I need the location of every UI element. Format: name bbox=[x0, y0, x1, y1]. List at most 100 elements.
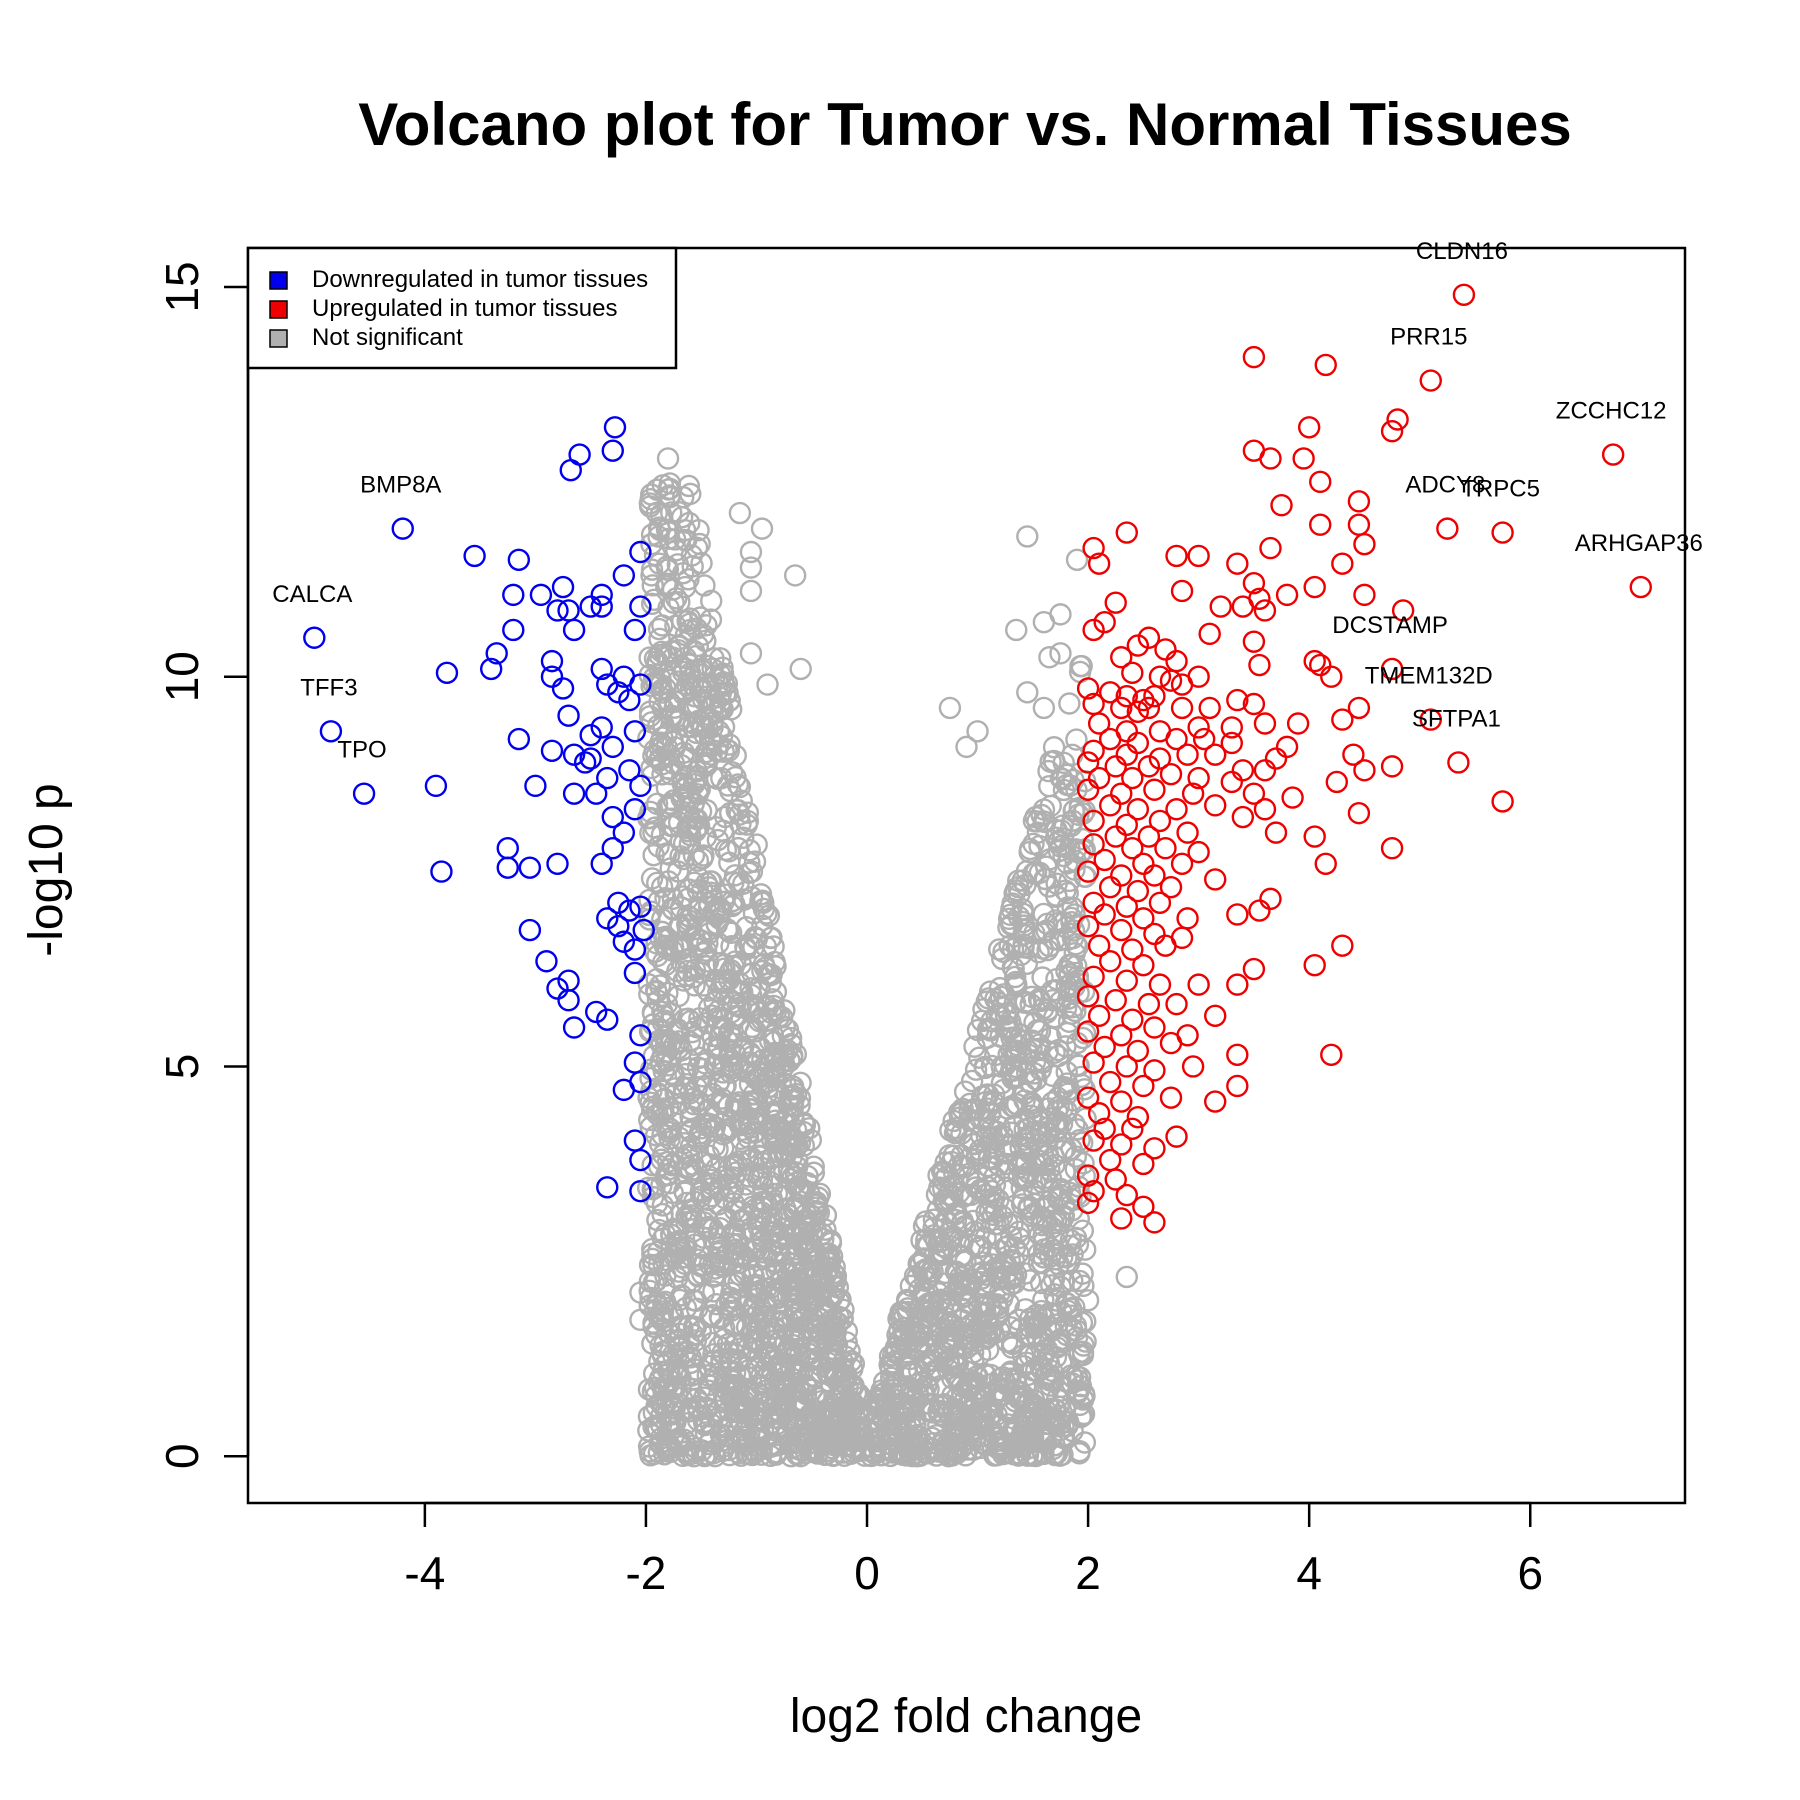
point-not-significant bbox=[962, 1403, 985, 1427]
point-not-significant bbox=[918, 1364, 942, 1387]
point-upregulated bbox=[1391, 599, 1415, 622]
point-not-significant bbox=[984, 1389, 1007, 1412]
point-upregulated bbox=[1165, 798, 1188, 821]
point-not-significant bbox=[679, 1204, 703, 1227]
point-not-significant bbox=[662, 591, 685, 614]
point-not-significant bbox=[708, 1069, 731, 1093]
y-tick-label: 15 bbox=[156, 261, 208, 312]
point-upregulated bbox=[1159, 1031, 1183, 1055]
point-upregulated bbox=[1110, 782, 1133, 805]
point-not-significant bbox=[803, 1193, 827, 1216]
point-not-significant bbox=[1067, 803, 1090, 826]
point-not-significant bbox=[700, 589, 723, 613]
point-not-significant bbox=[1058, 869, 1081, 893]
point-upregulated bbox=[1126, 634, 1150, 657]
point-not-significant bbox=[817, 1242, 841, 1265]
point-not-significant bbox=[1051, 827, 1075, 850]
point-not-significant bbox=[822, 1324, 845, 1348]
point-not-significant bbox=[728, 501, 752, 525]
point-not-significant bbox=[665, 1358, 689, 1381]
point-downregulated bbox=[612, 564, 636, 587]
point-upregulated bbox=[1165, 992, 1188, 1016]
point-upregulated bbox=[1342, 743, 1365, 766]
point-not-significant bbox=[650, 920, 674, 944]
point-not-significant bbox=[683, 807, 706, 830]
point-not-significant bbox=[944, 1260, 968, 1283]
point-not-significant bbox=[673, 657, 696, 681]
point-upregulated bbox=[1143, 685, 1166, 708]
point-not-significant bbox=[641, 1247, 664, 1271]
point-upregulated bbox=[1309, 653, 1332, 677]
point-not-significant bbox=[966, 1417, 989, 1441]
point-not-significant bbox=[739, 540, 763, 564]
point-upregulated bbox=[1380, 837, 1404, 860]
point-not-significant bbox=[1054, 879, 1077, 902]
point-downregulated bbox=[540, 649, 564, 673]
point-downregulated bbox=[629, 774, 652, 798]
gene-label: BMP8A bbox=[360, 472, 441, 499]
point-not-significant bbox=[673, 518, 697, 542]
point-not-significant bbox=[1063, 798, 1086, 822]
point-downregulated bbox=[562, 743, 586, 766]
point-not-significant bbox=[979, 980, 1002, 1003]
gene-label: PRR15 bbox=[1390, 324, 1467, 351]
point-upregulated bbox=[1187, 544, 1210, 568]
point-upregulated bbox=[1165, 727, 1188, 751]
point-upregulated bbox=[1226, 973, 1249, 996]
point-downregulated bbox=[590, 583, 613, 607]
point-not-significant bbox=[778, 1049, 801, 1072]
point-not-significant bbox=[701, 1304, 724, 1327]
point-upregulated bbox=[1104, 755, 1127, 778]
point-not-significant bbox=[702, 901, 725, 924]
point-not-significant bbox=[937, 1350, 960, 1374]
point-not-significant bbox=[734, 1173, 758, 1196]
point-upregulated bbox=[1076, 914, 1100, 938]
point-upregulated bbox=[1132, 1195, 1155, 1218]
point-not-significant bbox=[783, 1298, 807, 1322]
point-downregulated bbox=[551, 677, 575, 700]
point-upregulated bbox=[1143, 1016, 1166, 1039]
point-not-significant bbox=[1023, 922, 1046, 945]
point-not-significant bbox=[1042, 1145, 1065, 1168]
point-upregulated bbox=[1143, 864, 1166, 887]
point-not-significant bbox=[1014, 990, 1037, 1014]
point-not-significant bbox=[729, 1200, 752, 1223]
point-upregulated bbox=[1452, 283, 1476, 306]
x-tick-label: 0 bbox=[854, 1547, 880, 1599]
point-not-significant bbox=[744, 1121, 767, 1144]
point-not-significant bbox=[906, 1384, 930, 1407]
point-not-significant bbox=[786, 1274, 810, 1298]
point-downregulated bbox=[562, 1016, 586, 1039]
point-downregulated bbox=[623, 618, 647, 642]
point-upregulated bbox=[1231, 759, 1255, 782]
point-not-significant bbox=[756, 673, 779, 696]
point-not-significant bbox=[922, 1224, 945, 1247]
point-upregulated bbox=[1093, 848, 1116, 872]
point-not-significant bbox=[744, 1281, 767, 1304]
point-downregulated bbox=[435, 661, 459, 685]
point-not-significant bbox=[707, 1241, 730, 1265]
point-not-significant bbox=[688, 896, 711, 919]
point-upregulated bbox=[1148, 665, 1172, 688]
point-upregulated bbox=[1110, 1133, 1133, 1156]
point-not-significant bbox=[1048, 1419, 1072, 1442]
point-upregulated bbox=[1170, 696, 1194, 720]
point-upregulated bbox=[1303, 575, 1326, 599]
point-not-significant bbox=[755, 902, 778, 925]
point-upregulated bbox=[1181, 1055, 1205, 1078]
point-not-significant bbox=[1074, 1238, 1097, 1261]
point-not-significant bbox=[1049, 1328, 1072, 1351]
point-upregulated bbox=[1126, 1039, 1150, 1063]
point-not-significant bbox=[699, 870, 722, 893]
point-not-significant bbox=[899, 1324, 922, 1347]
point-not-significant bbox=[675, 1156, 698, 1180]
point-downregulated bbox=[524, 774, 547, 798]
point-not-significant bbox=[717, 739, 741, 762]
point-upregulated bbox=[1436, 517, 1459, 540]
point-not-significant bbox=[751, 1230, 774, 1253]
point-upregulated bbox=[1165, 1125, 1188, 1148]
point-downregulated bbox=[391, 517, 414, 540]
point-upregulated bbox=[1115, 743, 1138, 766]
point-not-significant bbox=[711, 656, 734, 679]
point-upregulated bbox=[1198, 622, 1221, 646]
